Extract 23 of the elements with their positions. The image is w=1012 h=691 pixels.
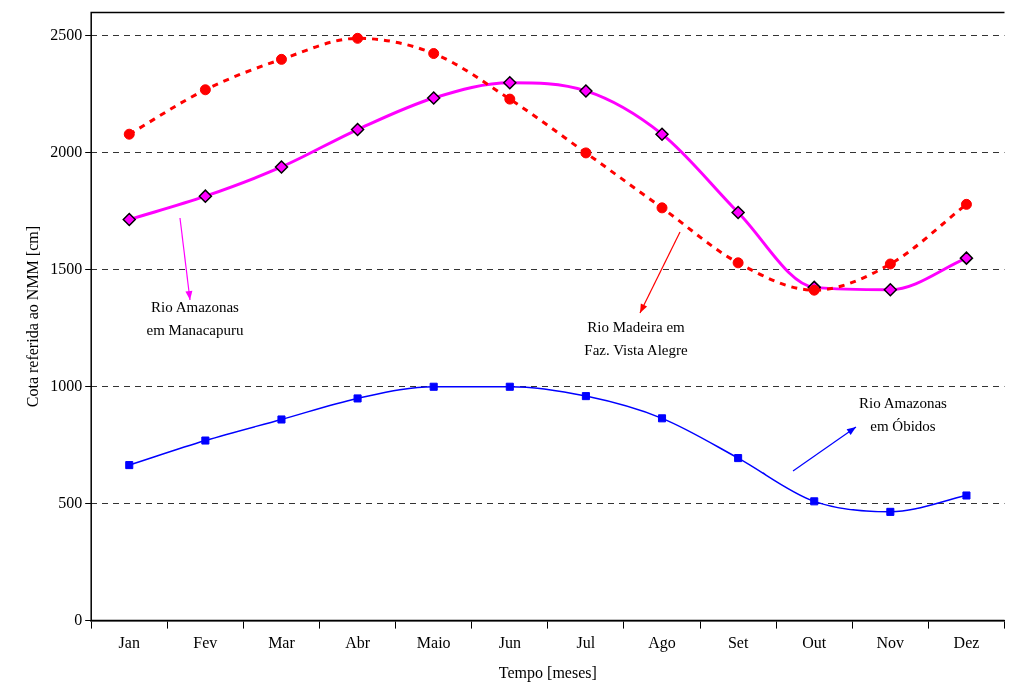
x-tick-label: Set [727,634,749,652]
x-tick-label: Jun [498,634,521,652]
y-tick-label: 1500 [50,260,83,278]
y-tick-label: 500 [58,493,83,511]
x-tick-label: Maio [416,634,451,652]
y-tick-label: 2000 [50,143,83,161]
annotation: Rio Amazonas em Óbidos [858,394,948,436]
annotation: Rio Amazonas em Manacapuru [145,298,245,340]
x-tick-label: Fev [193,634,218,652]
x-tick-label: Nov [876,634,905,652]
y-tick-label: 1000 [50,376,83,394]
x-tick-label: Out [802,634,827,652]
x-tick-label: Abr [345,634,371,652]
annotation: Rio Madeira em Faz. Vista Alegre [583,318,689,360]
y-axis-title: Cota referida ao NMM [cm] [23,225,41,408]
x-tick-label: Jan [118,634,140,652]
x-tick-label: Mar [268,634,296,652]
x-tick-label: Dez [953,634,980,652]
x-axis-title: Tempo [meses] [498,663,597,682]
y-tick-label: 0 [74,610,83,628]
y-tick-label: 2500 [50,26,83,44]
x-tick-label: Ago [648,634,676,653]
x-tick-label: Jul [576,634,596,652]
